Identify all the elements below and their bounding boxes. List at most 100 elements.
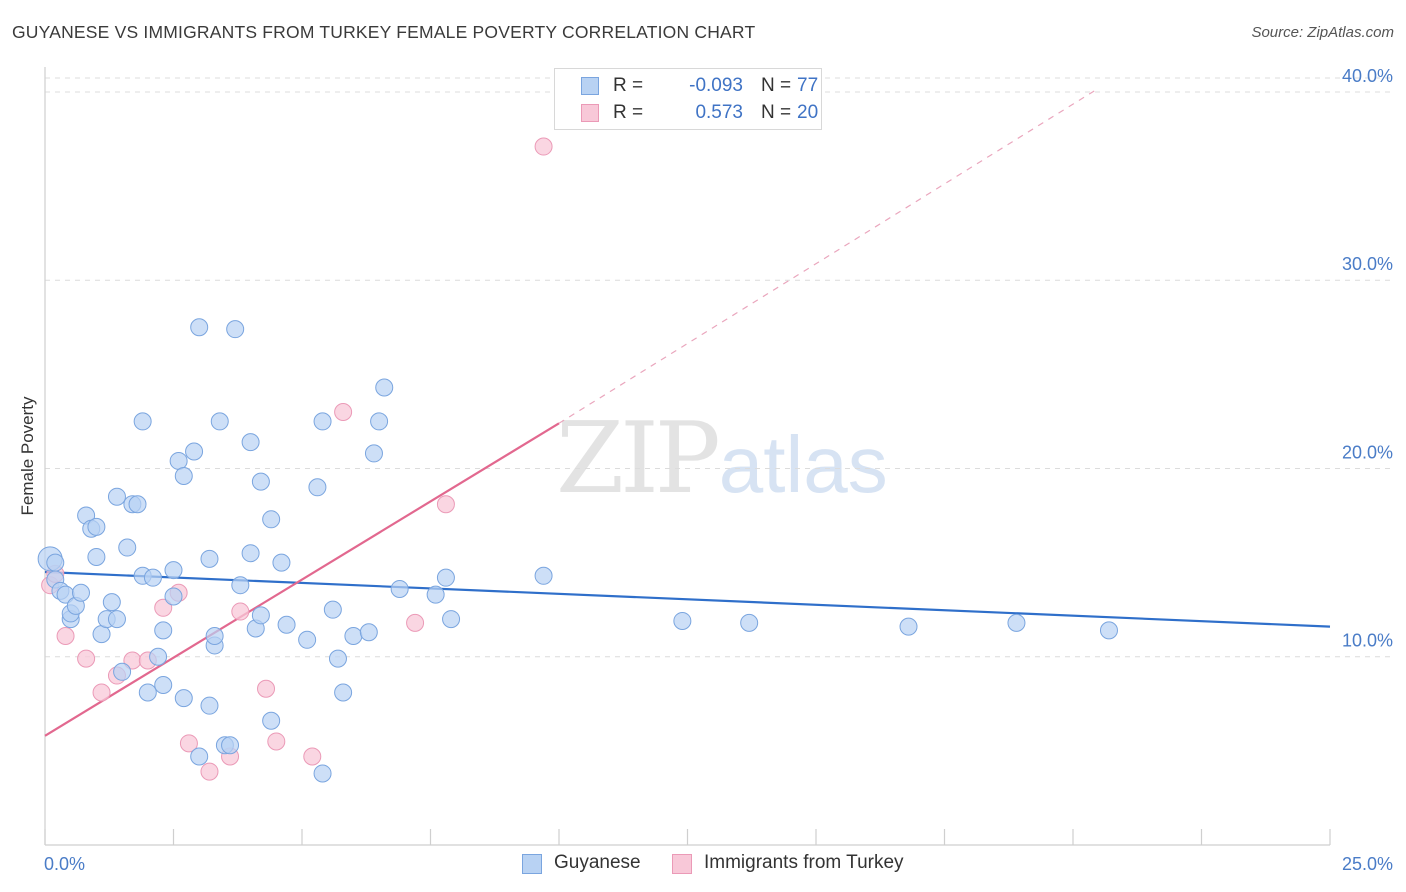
y-tick-label: 20.0% xyxy=(1342,442,1393,462)
guyanese-point xyxy=(138,683,157,702)
x-tick-label-max: 25.0% xyxy=(1342,854,1393,874)
guyanese-point xyxy=(71,583,90,602)
guyanese-point xyxy=(251,472,270,491)
gridlines xyxy=(45,77,1392,658)
guyanese-point xyxy=(226,320,245,339)
guyanese-point xyxy=(308,478,327,497)
y-tick-label: 30.0% xyxy=(1342,254,1393,274)
guyanese-point xyxy=(334,683,353,702)
series-legend: Guyanese Immigrants from Turkey xyxy=(0,852,1406,878)
watermark-zip: ZIP xyxy=(556,402,721,516)
turkey-point xyxy=(257,679,276,698)
turkey-points xyxy=(41,137,553,781)
guyanese-point xyxy=(442,610,461,629)
guyanese-point xyxy=(262,510,281,529)
turkey-point xyxy=(231,602,250,621)
guyanese-point xyxy=(272,553,291,572)
turkey-trend-line xyxy=(44,422,560,737)
guyanese-point xyxy=(107,487,126,506)
guyanese-point xyxy=(169,451,188,470)
guyanese-point xyxy=(370,412,389,431)
guyanese-point xyxy=(323,600,342,619)
guyanese-point xyxy=(118,538,137,557)
guyanese-point xyxy=(200,549,219,568)
guyanese-point xyxy=(102,593,121,612)
guyanese-point xyxy=(1099,621,1118,640)
legend-r-value: -0.093 xyxy=(689,75,743,96)
guyanese-point xyxy=(190,747,209,766)
guyanese-point xyxy=(154,621,173,640)
turkey-point xyxy=(200,762,219,781)
guyanese-point xyxy=(107,610,126,629)
legend-n-value: 20 xyxy=(797,102,819,123)
turkey-point xyxy=(77,649,96,668)
legend-r-value: 0.573 xyxy=(695,102,743,123)
guyanese-point xyxy=(210,412,229,431)
turkey-point xyxy=(56,627,75,646)
legend-swatch-pink xyxy=(581,104,599,122)
guyanese-point xyxy=(375,378,394,397)
turkey-point xyxy=(154,598,173,617)
turkey-point xyxy=(334,402,353,421)
guyanese-point xyxy=(164,587,183,606)
legend-swatch-pink xyxy=(672,854,692,874)
guyanese-trend-group xyxy=(44,570,1331,628)
turkey-point xyxy=(436,495,455,514)
legend-n-label: N = xyxy=(761,75,792,96)
watermark: ZIPatlas xyxy=(556,402,888,516)
turkey-trend-extension xyxy=(558,87,1100,424)
turkey-point xyxy=(534,137,553,156)
turkey-point xyxy=(92,683,111,702)
turkey-point xyxy=(267,732,286,751)
guyanese-point xyxy=(190,318,209,337)
turkey-point xyxy=(406,613,425,632)
chart-title: GUYANESE VS IMMIGRANTS FROM TURKEY FEMAL… xyxy=(12,22,756,42)
guyanese-point xyxy=(313,412,332,431)
guyanese-point xyxy=(149,647,168,666)
guyanese-point xyxy=(154,675,173,694)
turkey-trend-group xyxy=(44,87,1100,737)
guyanese-point xyxy=(205,627,224,646)
guyanese-point xyxy=(185,442,204,461)
axis-labels: 10.0% 20.0% 30.0% 40.0% 0.0% 25.0% Female Pove… xyxy=(18,66,1393,874)
turkey-point xyxy=(303,747,322,766)
guyanese-point xyxy=(221,736,240,755)
x-tick-label-min: 0.0% xyxy=(44,854,85,874)
guyanese-point xyxy=(87,547,106,566)
correlation-legend: R = -0.093 N = 77 R = 0.573 N = 20 xyxy=(554,68,822,130)
guyanese-trend-line xyxy=(44,570,1331,628)
guyanese-point xyxy=(426,585,445,604)
legend-swatch-blue xyxy=(581,77,599,95)
guyanese-point xyxy=(364,444,383,463)
guyanese-point xyxy=(128,495,147,514)
guyanese-point xyxy=(313,764,332,783)
guyanese-point xyxy=(133,412,152,431)
guyanese-point xyxy=(174,467,193,486)
legend-n-label: N = xyxy=(761,102,792,123)
guyanese-point xyxy=(359,623,378,642)
axes xyxy=(44,67,1331,846)
legend-label-guyanese: Guyanese xyxy=(554,852,641,873)
guyanese-point xyxy=(534,566,553,585)
guyanese-point xyxy=(87,517,106,536)
guyanese-point xyxy=(241,433,260,452)
legend-n-value: 77 xyxy=(797,75,819,96)
guyanese-point xyxy=(92,625,111,644)
guyanese-point xyxy=(200,696,219,715)
turkey-point xyxy=(179,734,198,753)
legend-swatch-blue xyxy=(522,854,542,874)
guyanese-point xyxy=(241,544,260,563)
guyanese-point xyxy=(1007,613,1026,632)
y-tick-label: 10.0% xyxy=(1342,631,1393,651)
guyanese-points xyxy=(37,318,1118,783)
guyanese-point xyxy=(298,630,317,649)
guyanese-point xyxy=(740,613,759,632)
guyanese-point xyxy=(262,711,281,730)
guyanese-point xyxy=(164,561,183,580)
guyanese-point xyxy=(436,568,455,587)
guyanese-point xyxy=(174,689,193,708)
guyanese-point xyxy=(277,615,296,634)
guyanese-point xyxy=(251,606,270,625)
source-credit: Source: ZipAtlas.com xyxy=(1251,24,1394,41)
